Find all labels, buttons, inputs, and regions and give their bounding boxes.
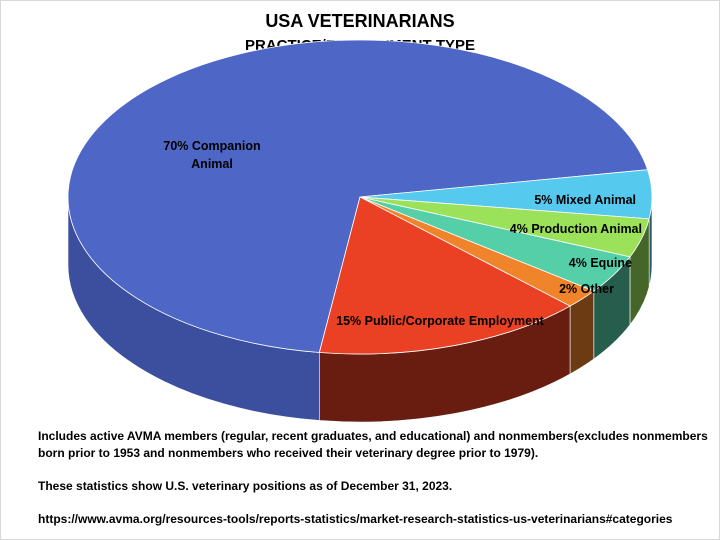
notes-members: Includes active AVMA members (regular, r… [38, 429, 708, 460]
slice-label-5: 15% Public/Corporate Employment [336, 314, 545, 328]
pie-labels: 70% Companion Animal 5% Mixed Animal 4% Pro… [163, 139, 642, 328]
pie-sides [67, 196, 653, 423]
slice-label-1: 5% Mixed Animal [534, 193, 636, 207]
pie-slice-5 [318, 196, 571, 355]
notes-asof: These statistics show U.S. veterinary po… [38, 479, 453, 493]
pie-slice-0 [67, 39, 649, 353]
slice-label-0: 70% Companion [163, 139, 260, 153]
slice-label-0-line2: Animal [191, 157, 233, 171]
chart-title: USA VETERINARIANS [265, 11, 455, 31]
slice-label-2: 4% Production Animal [510, 222, 642, 236]
slice-label-4: 2% Other [559, 282, 614, 296]
notes-url: https://www.avma.org/resources-tools/rep… [38, 512, 673, 526]
pie-tops [67, 39, 653, 355]
chart-notes: Includes active AVMA members (regular, r… [38, 428, 708, 528]
slice-label-3: 4% Equine [569, 256, 632, 270]
